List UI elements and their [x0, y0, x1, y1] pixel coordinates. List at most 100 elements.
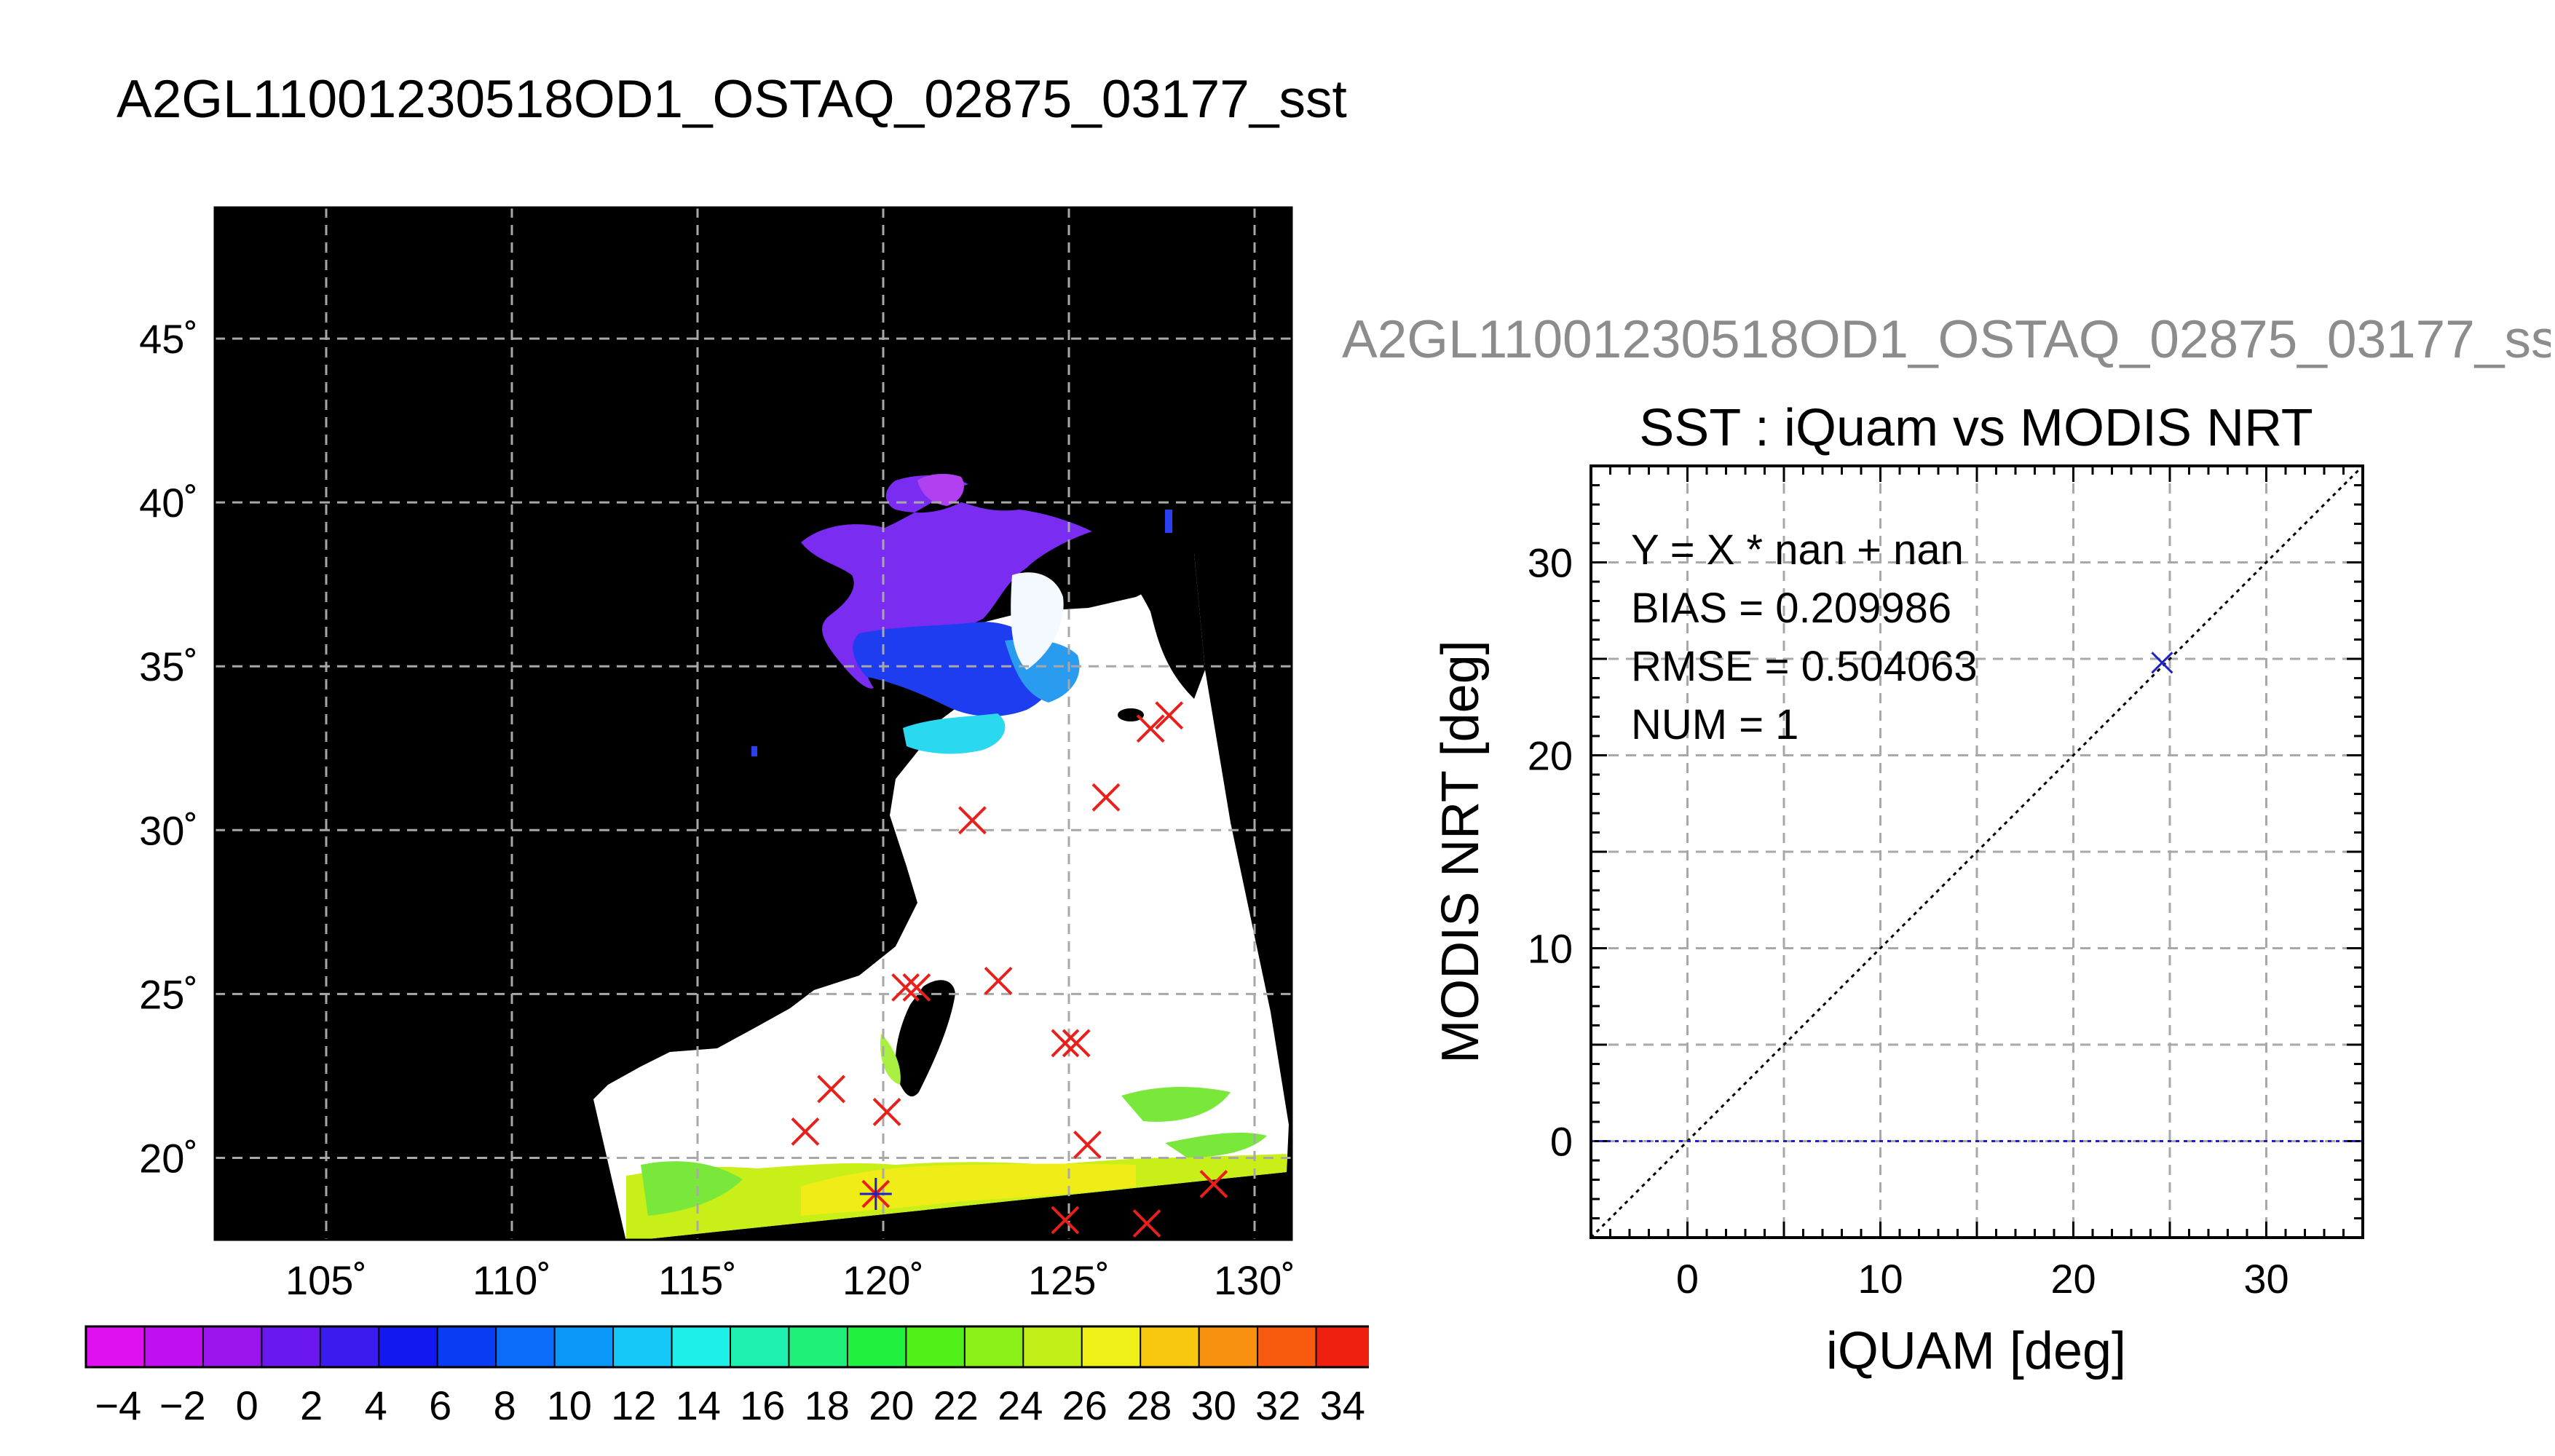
- colorbar-tick-label: 22: [933, 1382, 979, 1428]
- jeju-island: [1118, 708, 1144, 721]
- map-grid: [215, 207, 1292, 1240]
- colorbar-segment: [1023, 1326, 1083, 1367]
- colorbar-segment: [964, 1326, 1024, 1367]
- map-marker: [1091, 783, 1121, 812]
- scatter-panel-title: A2GL11001230518OD1_OSTAQ_02875_03177_sst: [1342, 310, 2551, 369]
- map-lon-tick-label: 120˚: [842, 1257, 924, 1303]
- map-lon-tick-label: 115˚: [658, 1257, 737, 1303]
- colorbar-tick-label: 0: [236, 1382, 258, 1428]
- colorbar-tick-label: 32: [1255, 1382, 1300, 1428]
- map-lon-tick-label: 110˚: [473, 1257, 551, 1303]
- map-marker: [957, 806, 987, 835]
- korea-peninsula: [1092, 531, 1205, 699]
- scatter-stat-line: BIAS = 0.209986: [1631, 585, 1951, 632]
- colorbar-segment: [1081, 1326, 1142, 1367]
- colorbar-tick-label: 28: [1126, 1382, 1172, 1428]
- map-lon-tick-label: 105˚: [285, 1257, 367, 1303]
- map-lat-tick-label: 40˚: [139, 480, 198, 526]
- scatter-y-tick-labels: 0 10 20 30: [1528, 540, 1573, 1165]
- map-lat-tick-label: 45˚: [139, 316, 198, 362]
- bohai-gulf: [917, 473, 964, 506]
- main-title: A2GL11001230518OD1_OSTAQ_02875_03177_sst: [117, 70, 1347, 129]
- scatter-stat-line: RMSE = 0.504063: [1631, 643, 1978, 690]
- scatter-frame: [1590, 464, 2364, 1239]
- map-lon-tick-label: 125˚: [1028, 1257, 1110, 1303]
- colorbar-segment: [496, 1326, 556, 1367]
- scatter-x-tick-label: 0: [1676, 1256, 1699, 1302]
- colorbar-tick-label: 12: [611, 1382, 656, 1428]
- colorbar-tick-label: −4: [95, 1382, 141, 1428]
- map-lat-tick-label: 35˚: [139, 644, 198, 689]
- scatter-y-tick-label: 20: [1528, 733, 1573, 779]
- colorbar-segment: [437, 1326, 497, 1367]
- colorbar-segment: [1316, 1326, 1369, 1367]
- yellow-sea-south: [903, 713, 1006, 754]
- colorbar-segment: [144, 1326, 204, 1367]
- sst-map-panel: 105˚ 110˚ 115˚ 120˚ 125˚ 130˚ 20˚ 25˚ 30˚ 35˚ 40˚…: [84, 206, 1369, 1428]
- colorbar-segment: [379, 1326, 438, 1367]
- map-marker: [984, 966, 1013, 995]
- map-lat-tick-label: 20˚: [139, 1135, 198, 1181]
- colorbar-segment: [906, 1326, 965, 1367]
- satellite-swath: [593, 553, 1289, 1240]
- scatter-x-tick-label: 30: [2243, 1256, 2289, 1302]
- colorbar-tick-label: −2: [159, 1382, 206, 1428]
- colorbar-tick-label: 8: [494, 1382, 516, 1428]
- map-matched-marker: [859, 1177, 892, 1210]
- colorbar-tick-label: 20: [869, 1382, 914, 1428]
- colorbar-segment: [789, 1326, 848, 1367]
- green-sst-patches: [641, 1087, 1267, 1216]
- scatter-x-tick-label: 10: [1857, 1256, 1903, 1302]
- colorbar-tick-label: 4: [365, 1382, 387, 1428]
- colorbar-segment: [86, 1326, 146, 1367]
- colorbar-segment: [1257, 1326, 1317, 1367]
- colorbar-tick-label: 18: [805, 1382, 850, 1428]
- map-marker: [817, 1075, 846, 1104]
- scatter-stat-line: NUM = 1: [1631, 701, 1798, 748]
- map-marker: [1155, 701, 1184, 730]
- map-marker: [1136, 714, 1165, 743]
- strait-sst-patch: [880, 1034, 901, 1085]
- map-frame: [213, 206, 1293, 1241]
- map-marker: [1199, 1170, 1228, 1198]
- colorbar-frame: [84, 1325, 1369, 1369]
- colorbar-segment: [671, 1326, 731, 1367]
- colorbar-segment: [1140, 1326, 1200, 1367]
- colorbar-tick-label: 10: [547, 1382, 592, 1428]
- map-marker: [902, 973, 931, 1002]
- map-marker: [872, 1098, 901, 1126]
- map-lon-tick-label: 130˚: [1214, 1257, 1295, 1303]
- colorbar-tick-label: 24: [998, 1382, 1043, 1428]
- colorbar: [84, 1325, 1369, 1369]
- map-marker: [791, 1117, 820, 1146]
- scatter-points: [2151, 652, 2173, 674]
- scatter-stats-block: Y = X * nan + nan BIAS = 0.209986 RMSE = 0…: [1631, 526, 1978, 748]
- map-marker: [1132, 1209, 1161, 1238]
- yellow-sea-center: [1011, 572, 1064, 670]
- one-to-one-line: [1590, 464, 2364, 1239]
- colorbar-tick-label: 34: [1320, 1382, 1365, 1428]
- map-marker: [1073, 1131, 1102, 1159]
- map-marker: [1051, 1206, 1080, 1235]
- map-marker: [1062, 1029, 1091, 1058]
- scatter-grid: [1591, 466, 2363, 1238]
- scatter-y-axis-label: MODIS NRT [deg]: [1431, 640, 1490, 1064]
- map-lat-tick-label: 30˚: [139, 807, 198, 853]
- colorbar-segment: [554, 1326, 615, 1367]
- map-lat-tick-label: 25˚: [139, 971, 198, 1017]
- colorbar-segment: [202, 1326, 263, 1367]
- scatter-y-tick-label: 10: [1528, 926, 1573, 972]
- colorbar-tick-label: 6: [429, 1382, 451, 1428]
- scatter-stat-line: Y = X * nan + nan: [1631, 526, 1964, 574]
- colorbar-segment: [320, 1326, 380, 1367]
- colorbar-labels: −4 −2 0 2 4 6 8 10 12 14 16 18 20 22 24 26 28 30 32 34: [95, 1382, 1365, 1428]
- scatter-y-tick-label: 0: [1550, 1119, 1573, 1165]
- scatter-x-tick-label: 20: [2050, 1256, 2096, 1302]
- map-markers: [791, 701, 1228, 1238]
- colorbar-segment: [730, 1326, 790, 1367]
- scatter-x-axis-label: iQUAM [deg]: [1826, 1322, 2126, 1380]
- colorbar-segment: [613, 1326, 673, 1367]
- colorbar-segment: [1198, 1326, 1259, 1367]
- map-marker: [891, 973, 920, 1002]
